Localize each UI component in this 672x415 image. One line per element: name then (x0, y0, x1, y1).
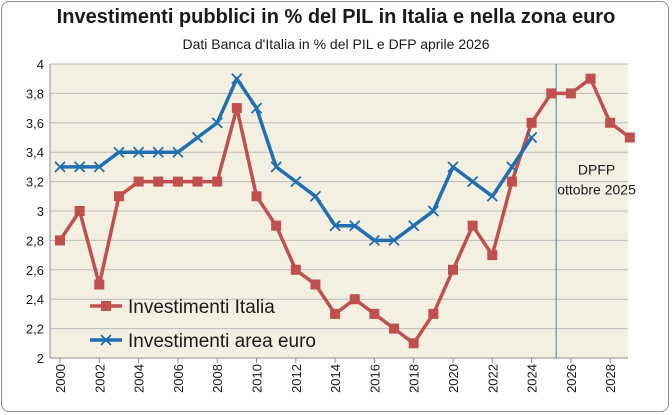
data-point-square (271, 220, 282, 231)
y-tick-label: 4 (37, 57, 44, 72)
data-point-x (290, 175, 302, 188)
data-point-x (349, 220, 361, 232)
data-point-square (310, 279, 321, 290)
chart-title: Investimenti pubblici in % del PIL in It… (56, 6, 616, 28)
x-tick-label: 2006 (171, 364, 186, 393)
data-point-square (546, 88, 557, 99)
legend-marker (101, 301, 111, 311)
annotation-label: ottobre 2025 (557, 181, 636, 197)
x-tick-label: 2000 (53, 364, 68, 393)
data-point-square (251, 191, 262, 202)
data-point-x (525, 131, 538, 144)
data-point-x (113, 146, 125, 158)
y-tick-label: 3 (37, 204, 44, 219)
data-point-square (349, 294, 360, 305)
data-point-x (329, 220, 341, 232)
data-point-x (74, 161, 86, 173)
y-tick-label: 3,8 (26, 86, 44, 101)
x-tick-label: 2026 (564, 364, 579, 393)
data-point-square (212, 176, 223, 187)
data-point-square (94, 279, 105, 290)
data-point-x (309, 190, 322, 202)
data-point-square (172, 176, 183, 187)
legend-marker (100, 334, 112, 346)
data-point-x (368, 234, 381, 247)
legend-label: Investimenti area euro (128, 331, 316, 352)
data-point-x (270, 161, 282, 173)
data-point-square (330, 308, 341, 319)
data-point-square (428, 308, 439, 319)
data-point-square (389, 323, 400, 334)
data-point-square (290, 264, 301, 275)
data-point-square (153, 176, 164, 187)
data-point-square (408, 338, 419, 349)
data-point-x (506, 161, 518, 173)
data-point-square (526, 117, 537, 128)
chart-subtitle: Dati Banca d'Italia in % del PIL e DFP a… (182, 36, 490, 52)
data-point-square (55, 235, 65, 246)
data-point-x (132, 146, 145, 158)
data-point-square (506, 176, 517, 187)
data-point-x (152, 146, 164, 158)
data-point-x (388, 234, 400, 247)
data-point-x (408, 220, 420, 232)
y-tick-label: 2,6 (26, 263, 44, 278)
data-point-square (487, 250, 498, 261)
x-tick-label: 2024 (525, 364, 540, 393)
data-point-x (93, 161, 105, 173)
data-point-x (467, 175, 479, 188)
data-point-square (133, 176, 144, 187)
x-tick-label: 2028 (603, 364, 618, 393)
x-tick-label: 2010 (250, 364, 265, 393)
annotation-label: DPFP (578, 161, 615, 177)
y-tick-label: 2,4 (26, 292, 44, 307)
data-point-square (113, 191, 124, 202)
data-point-square (585, 73, 596, 84)
data-point-square (624, 132, 635, 143)
data-point-x (172, 146, 184, 158)
data-point-x (486, 190, 498, 202)
y-tick-label: 3,2 (26, 175, 44, 190)
x-tick-label: 2012 (289, 364, 304, 393)
x-tick-label: 2018 (407, 364, 422, 393)
y-tick-label: 3,6 (26, 116, 44, 131)
data-point-x (211, 117, 223, 129)
x-tick-label: 2004 (132, 364, 147, 393)
data-point-square (74, 206, 85, 216)
data-point-x (231, 73, 243, 85)
y-tick-label: 3,4 (26, 145, 44, 160)
legend-label: Investimenti Italia (128, 297, 275, 318)
data-point-square (467, 220, 478, 231)
x-tick-label: 2016 (367, 364, 382, 393)
y-tick-label: 2,2 (26, 322, 44, 337)
x-tick-label: 2002 (92, 364, 107, 393)
data-point-x (54, 161, 66, 173)
data-point-square (369, 308, 380, 319)
data-point-square (192, 176, 203, 187)
data-point-square (231, 103, 242, 114)
data-point-x (447, 161, 459, 173)
data-point-square (565, 88, 576, 99)
x-tick-label: 2022 (485, 364, 500, 393)
data-point-x (427, 205, 439, 217)
x-tick-label: 2020 (446, 364, 461, 393)
data-point-x (250, 102, 263, 114)
y-tick-label: 2 (37, 351, 44, 366)
data-point-square (448, 264, 458, 275)
data-point-x (191, 131, 204, 144)
x-tick-label: 2014 (328, 364, 343, 393)
y-tick-label: 2,8 (26, 233, 44, 248)
x-tick-label: 2008 (210, 364, 225, 393)
data-point-square (605, 117, 616, 128)
